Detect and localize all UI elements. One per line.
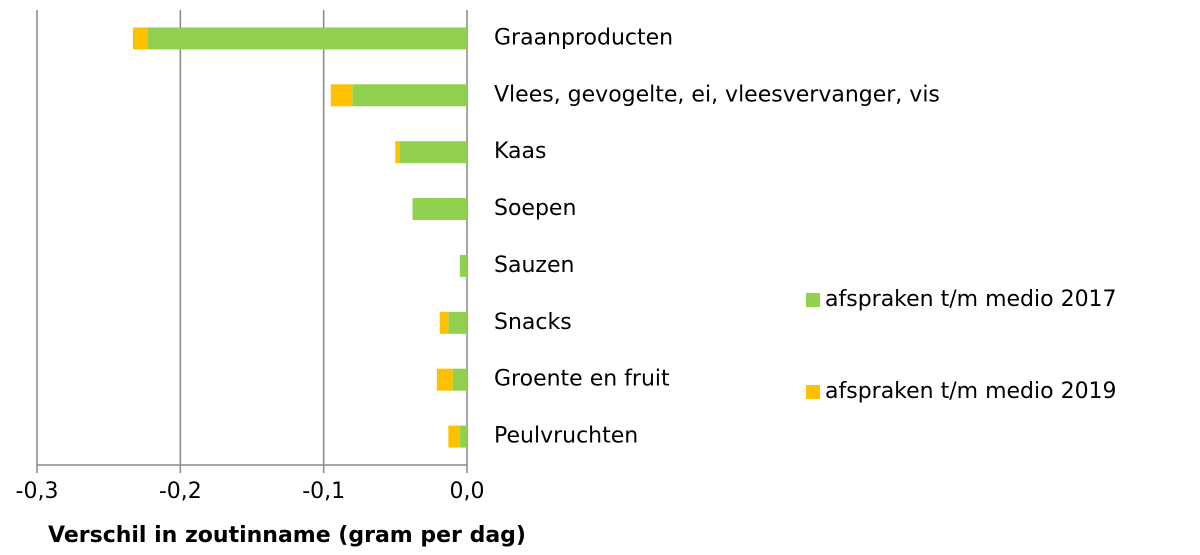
bar xyxy=(439,311,449,334)
bar xyxy=(395,141,400,164)
legend-label: afspraken t/m medio 2019 xyxy=(825,379,1117,404)
y-tick-label: Sauzen xyxy=(494,253,574,278)
y-tick-label: Soepen xyxy=(494,196,576,221)
x-tick-label: 0,0 xyxy=(450,479,485,504)
bar xyxy=(452,368,467,391)
bar xyxy=(352,84,467,107)
legend-swatch xyxy=(806,293,820,307)
legend-label: afspraken t/m medio 2017 xyxy=(825,287,1117,312)
y-tick-label: Kaas xyxy=(494,139,546,164)
bar xyxy=(459,425,467,448)
legend-swatch xyxy=(806,385,820,399)
bar xyxy=(147,27,467,50)
bar xyxy=(436,368,453,391)
x-tick-label: -0,2 xyxy=(159,479,202,504)
bar xyxy=(399,141,467,164)
bar xyxy=(448,311,467,334)
x-axis-title: Verschil in zoutinname (gram per dag) xyxy=(48,523,526,548)
y-tick-label: Vlees, gevogelte, ei, vleesvervanger, vi… xyxy=(494,82,940,107)
y-tick-label: Groente en fruit xyxy=(494,367,670,392)
y-tick-label: Snacks xyxy=(494,310,572,335)
bar xyxy=(459,254,467,277)
y-tick-label: Graanproducten xyxy=(494,25,673,50)
x-tick-label: -0,1 xyxy=(302,479,345,504)
bar xyxy=(133,27,148,50)
bar xyxy=(412,198,467,221)
bar xyxy=(330,84,353,107)
bar xyxy=(448,425,460,448)
x-tick-label: -0,3 xyxy=(16,479,59,504)
y-tick-label: Peulvruchten xyxy=(494,424,638,449)
